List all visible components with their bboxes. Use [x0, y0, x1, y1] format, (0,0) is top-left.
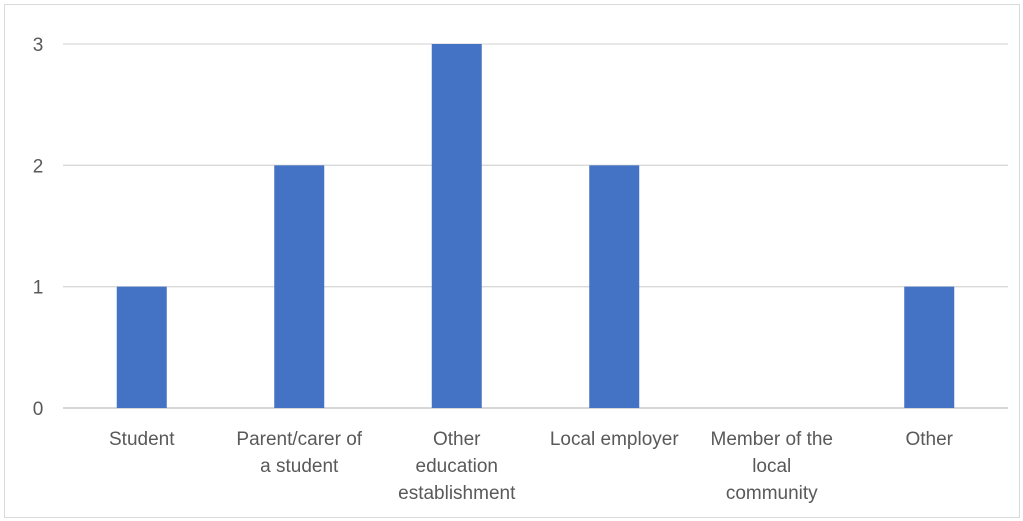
x-category-label-line: local	[752, 456, 791, 477]
bar	[116, 286, 167, 408]
x-axis-categories: Student Parent/carer of a student Other educ…	[109, 429, 954, 504]
x-category-label-line: community	[726, 483, 818, 504]
y-tick-label: 2	[33, 156, 44, 177]
bar	[274, 165, 325, 408]
y-axis-ticks: 0 1 2 3	[33, 35, 44, 420]
x-category-label-line: Parent/carer of	[236, 429, 362, 450]
gridlines	[63, 43, 1008, 409]
x-category-label-line: Student	[109, 429, 175, 450]
x-category-label-line: Other	[433, 429, 481, 450]
x-category-label-line: establishment	[398, 483, 516, 504]
bar	[904, 286, 955, 408]
y-tick-label: 3	[33, 35, 44, 56]
y-tick-label: 0	[33, 399, 44, 420]
x-category-label-line: education	[416, 456, 498, 477]
x-category-label-line: Member of the	[711, 429, 834, 450]
x-category-label: Student	[109, 429, 175, 450]
x-category-label-line: Other	[905, 429, 953, 450]
bar	[589, 165, 640, 408]
x-category-label: Other education establishment	[398, 429, 516, 504]
y-tick-label: 1	[33, 278, 44, 299]
x-category-label: Member of the local community	[711, 429, 834, 504]
x-category-label-line: Local employer	[550, 429, 680, 450]
bar	[431, 44, 482, 408]
x-category-label: Other	[905, 429, 953, 450]
x-category-label: Local employer	[550, 429, 680, 450]
chart-frame	[4, 4, 1020, 518]
x-category-label-line: a student	[260, 456, 339, 477]
bars	[116, 44, 955, 408]
x-category-label: Parent/carer of a student	[236, 429, 362, 477]
